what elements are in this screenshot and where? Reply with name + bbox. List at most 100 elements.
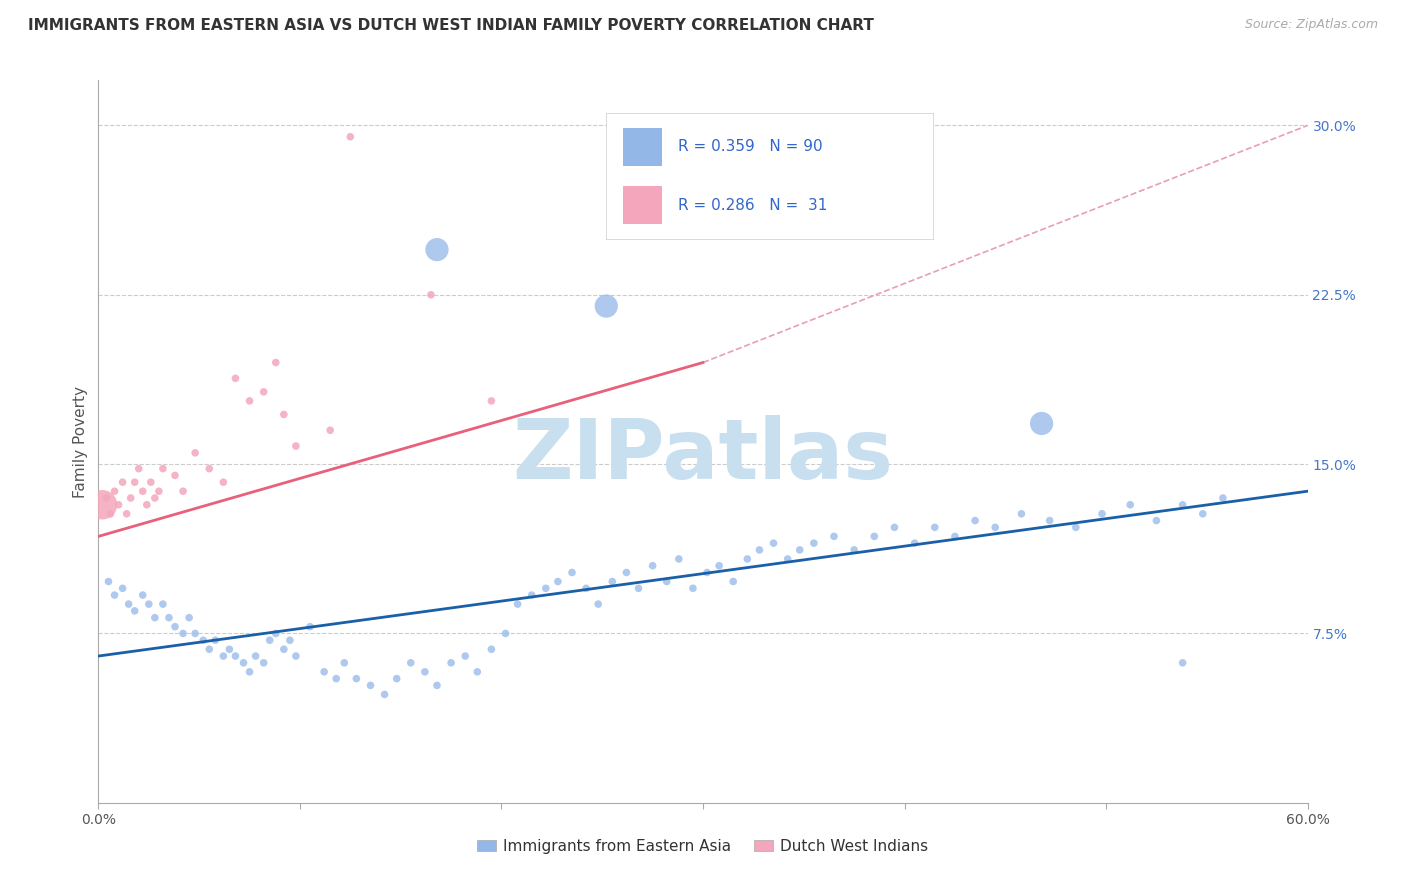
Point	[143, 610, 166, 624]
Point	[1119, 498, 1142, 512]
Point	[264, 355, 287, 369]
Point	[91, 498, 114, 512]
Point	[426, 243, 449, 257]
Point	[97, 574, 120, 589]
Point	[360, 678, 382, 692]
Point	[904, 536, 927, 550]
Point	[1091, 507, 1114, 521]
Point	[100, 507, 122, 521]
Point	[224, 648, 246, 663]
Text: IMMIGRANTS FROM EASTERN ASIA VS DUTCH WEST INDIAN FAMILY POVERTY CORRELATION CHA: IMMIGRANTS FROM EASTERN ASIA VS DUTCH WE…	[28, 18, 875, 33]
Point	[1171, 656, 1194, 670]
Point	[627, 582, 650, 596]
Point	[284, 648, 307, 663]
Point	[124, 604, 146, 618]
Point	[465, 665, 488, 679]
Point	[253, 384, 276, 399]
Point	[198, 461, 221, 475]
Point	[204, 633, 226, 648]
Point	[748, 542, 770, 557]
Point	[420, 287, 443, 301]
Point	[481, 642, 503, 657]
Point	[984, 520, 1007, 534]
Point	[924, 520, 946, 534]
Point	[789, 542, 811, 557]
Point	[179, 610, 201, 624]
Point	[152, 597, 174, 611]
Point	[762, 536, 785, 550]
Point	[299, 620, 322, 634]
Point	[163, 468, 186, 483]
Point	[1039, 514, 1062, 528]
Point	[595, 299, 617, 313]
Point	[218, 642, 240, 657]
Point	[1191, 507, 1213, 521]
Point	[534, 582, 557, 596]
Point	[132, 484, 155, 499]
Point	[212, 475, 235, 490]
Point	[319, 423, 342, 437]
Point	[193, 633, 215, 648]
Point	[1010, 507, 1032, 521]
Point	[495, 626, 517, 640]
Point	[273, 642, 295, 657]
Point	[138, 597, 160, 611]
Point	[440, 656, 463, 670]
Point	[481, 393, 503, 408]
Point	[278, 633, 301, 648]
Point	[682, 582, 704, 596]
Point	[124, 475, 146, 490]
Point	[696, 566, 718, 580]
Legend: Immigrants from Eastern Asia, Dutch West Indians: Immigrants from Eastern Asia, Dutch West…	[471, 833, 935, 860]
Point	[264, 626, 287, 640]
Point	[245, 648, 267, 663]
Point	[118, 597, 141, 611]
Point	[641, 558, 664, 573]
Point	[707, 558, 730, 573]
Point	[413, 665, 436, 679]
Point	[184, 626, 207, 640]
Point	[239, 665, 262, 679]
Point	[273, 408, 295, 422]
Point	[111, 582, 134, 596]
Point	[575, 582, 598, 596]
Text: Source: ZipAtlas.com: Source: ZipAtlas.com	[1244, 18, 1378, 31]
Point	[157, 610, 180, 624]
Point	[198, 642, 221, 657]
Point	[96, 491, 118, 505]
Point	[883, 520, 905, 534]
Point	[284, 439, 307, 453]
Point	[139, 475, 162, 490]
Point	[111, 475, 134, 490]
Point	[152, 461, 174, 475]
Point	[602, 574, 624, 589]
Point	[965, 514, 987, 528]
Point	[776, 552, 799, 566]
Point	[520, 588, 543, 602]
Point	[103, 484, 125, 499]
Point	[135, 498, 157, 512]
Point	[259, 633, 281, 648]
Point	[737, 552, 759, 566]
Text: ZIPatlas: ZIPatlas	[513, 416, 893, 497]
Point	[668, 552, 690, 566]
Point	[239, 393, 262, 408]
Point	[506, 597, 529, 611]
Point	[148, 484, 170, 499]
Point	[454, 648, 477, 663]
Point	[253, 656, 276, 670]
Point	[1171, 498, 1194, 512]
Point	[212, 648, 235, 663]
Point	[1212, 491, 1234, 505]
Point	[723, 574, 745, 589]
Point	[344, 672, 367, 686]
Point	[314, 665, 336, 679]
Point	[844, 542, 866, 557]
Point	[803, 536, 825, 550]
Point	[232, 656, 254, 670]
Point	[561, 566, 583, 580]
Point	[107, 498, 129, 512]
Point	[128, 461, 150, 475]
Point	[547, 574, 569, 589]
Point	[325, 672, 347, 686]
